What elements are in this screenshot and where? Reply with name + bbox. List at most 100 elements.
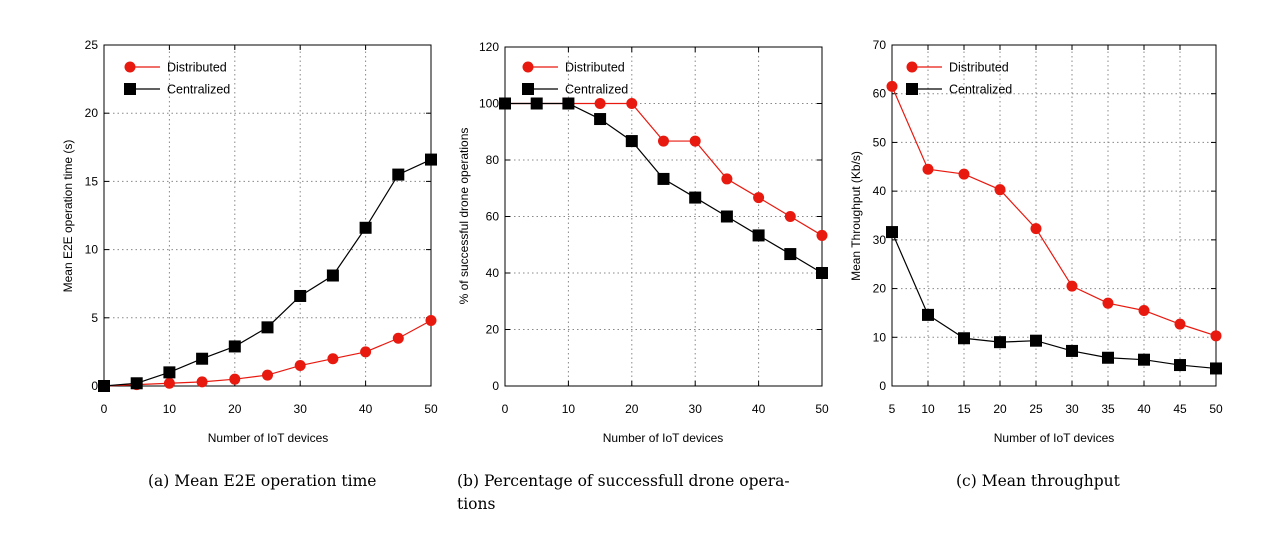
chart-a-legend: Distributed Centralized [124,61,230,97]
chart-c-xlabel: Number of IoT devices [994,431,1115,445]
chart-b-ytick-label: 20 [486,323,500,337]
chart-a-point-distributed [392,332,404,344]
chart-c-ytick-label: 0 [879,379,886,393]
chart-b-legend-label-distributed: Distributed [565,61,625,75]
chart-mean-e2e-time: 0 5 10 15 20 25 0 10 20 30 40 50 Distributed Central… [61,38,438,445]
chart-a-point-distributed [327,353,339,365]
chart-b-point-distributed [658,135,669,147]
chart-a-ytick-label: 20 [85,106,99,120]
chart-b-point-distributed [816,229,828,241]
chart-b-point-centralized [720,210,733,223]
caption-b-line-2: tions [457,495,496,513]
chart-c-point-centralized [1138,353,1150,366]
caption-a: (a) Mean E2E operation time [148,472,377,490]
chart-b-line-distributed [505,102,823,236]
chart-c-point-distributed [1102,297,1114,309]
chart-b-legend-label-centralized: Centralized [565,83,628,97]
chart-c-legend-marker-centralized [906,83,918,95]
chart-b-ticks: 0 20 40 60 80 100 120 0 10 20 30 40 50 [479,40,829,416]
chart-b-xlabel: Number of IoT devices [603,431,724,445]
chart-b-xtick-label: 40 [752,402,766,416]
chart-b-ytick-label: 120 [479,40,499,54]
chart-a-point-centralized [261,321,274,334]
chart-a-point-centralized [294,289,307,302]
chart-b-point-distributed [594,98,606,109]
chart-a-legend-label-centralized: Centralized [167,83,230,97]
chart-c-point-centralized [922,308,934,321]
chart-c-grid [892,45,1216,386]
chart-b-point-centralized [784,248,797,261]
chart-b-point-centralized [594,113,607,126]
chart-b-series [499,97,828,279]
chart-c-ytick-label: 50 [873,135,887,149]
chart-b-xtick-label: 50 [815,402,829,416]
chart-c-legend: Distributed Centralized [906,61,1012,97]
chart-a-point-centralized [196,352,209,365]
chart-a-ytick-label: 15 [85,174,99,188]
chart-c-legend-label-centralized: Centralized [949,83,1012,97]
chart-a-point-centralized [98,380,110,392]
chart-a-point-distributed [163,377,175,389]
chart-a-line-centralized [103,159,432,387]
chart-b-ytick-label: 60 [486,210,500,224]
chart-c-point-centralized [1174,359,1186,372]
chart-mean-throughput: 0 10 20 30 40 50 60 70 5 10 15 20 25 30 35 40 45 50 Distr… [849,38,1223,445]
chart-a-point-distributed [262,369,273,381]
chart-b-point-centralized [562,97,575,110]
chart-b-grid [505,47,822,386]
chart-c-xtick-label: 15 [957,402,971,416]
chart-c-xtick-label: 30 [1065,402,1079,416]
chart-a-ytick-label: 25 [85,38,99,52]
chart-successful-operations: 0 20 40 60 80 100 120 0 10 20 30 40 50 Distributed Ce… [457,40,829,445]
chart-c-point-distributed [1030,223,1042,235]
chart-b-legend: Distributed Centralized [522,61,628,97]
chart-a-legend-marker-centralized [124,83,136,95]
chart-a-point-centralized [359,221,372,234]
chart-b-xtick-label: 0 [502,402,509,416]
chart-b-point-centralized [625,135,638,148]
chart-c-ticks: 0 10 20 30 40 50 60 70 5 10 15 20 25 30 35 40 45 50 [873,38,1223,416]
chart-a-xtick-label: 50 [424,402,438,416]
chart-b-ytick-label: 80 [486,153,500,167]
caption-b-line-1: (b) Percentage of successfull drone oper… [457,472,790,490]
chart-c-xtick-label: 20 [993,402,1007,416]
chart-c-point-distributed [886,80,898,92]
chart-a-ylabel: Mean E2E operation time (s) [61,140,75,293]
chart-b-point-centralized [657,172,670,185]
chart-b-legend-marker-distributed [522,61,534,73]
chart-a-ytick-label: 5 [91,311,98,325]
chart-a-xlabel: Number of IoT devices [208,431,329,445]
caption-c: (c) Mean throughput [956,472,1120,490]
chart-c-xtick-label: 45 [1173,402,1187,416]
chart-a-ytick-label: 10 [85,243,99,257]
caption-b: (b) Percentage of successfull drone oper… [457,470,877,516]
chart-b-line-centralized [505,102,823,274]
chart-a-point-centralized [326,269,339,282]
chart-c-point-distributed [1210,330,1222,342]
chart-b-ylabel: % of successful drone operations [457,128,471,305]
chart-a-xtick-label: 10 [163,402,177,416]
chart-c-point-centralized [1210,362,1222,375]
chart-a-point-centralized [163,366,176,379]
chart-b-point-distributed [689,135,701,147]
chart-b-xtick-label: 10 [562,402,576,416]
chart-c-point-distributed [1174,318,1186,330]
chart-b-point-distributed [753,192,765,204]
chart-c-point-centralized [994,336,1006,349]
chart-a-ticks: 0 5 10 15 20 25 0 10 20 30 40 50 [85,38,438,416]
chart-c-point-distributed [958,168,970,180]
chart-a-xtick-label: 40 [359,402,373,416]
chart-a-series [98,153,437,392]
chart-c-xtick-label: 40 [1137,402,1151,416]
chart-c-point-distributed [1066,280,1078,292]
chart-a-grid [104,45,431,386]
chart-c-plot-frame [891,44,1217,387]
chart-b-xtick-label: 30 [689,402,703,416]
chart-b-ytick-label: 100 [479,97,499,111]
chart-b-point-distributed [721,173,733,185]
chart-c-point-distributed [1138,304,1150,316]
chart-c-point-distributed [994,184,1006,196]
chart-c-point-centralized [1030,334,1042,347]
chart-b-point-distributed [626,98,638,109]
